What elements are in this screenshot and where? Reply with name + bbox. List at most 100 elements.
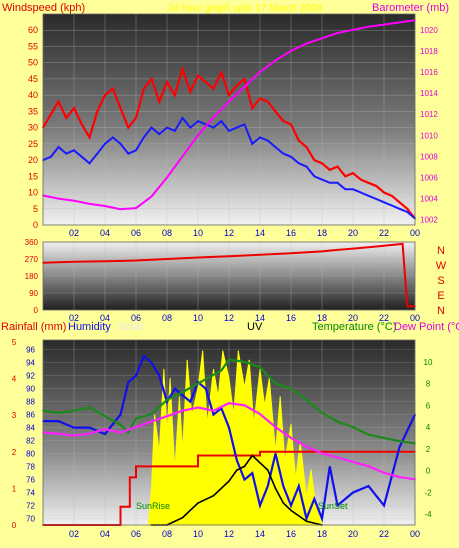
temp-y-tick-2: 2 <box>426 445 431 454</box>
bot-x-tick-12: 12 <box>224 529 234 539</box>
point-humidity-20 <box>235 459 238 461</box>
point-gust-29 <box>266 100 269 103</box>
temp-y-tick-4: 4 <box>426 423 431 432</box>
point-wind-direction-5 <box>197 256 199 259</box>
point-average-8 <box>104 143 106 145</box>
point-dew-point-21 <box>367 465 370 468</box>
point-gust-41 <box>359 178 362 181</box>
point-average-31 <box>282 152 285 155</box>
point-gust-40 <box>352 172 354 174</box>
point-barometer-13 <box>243 85 246 88</box>
point-temperature-21 <box>336 420 339 423</box>
point-gust-1 <box>49 113 52 116</box>
point-barometer-10 <box>197 134 199 137</box>
bot-x-tick-06: 06 <box>131 529 141 539</box>
point-gust-43 <box>375 185 378 187</box>
point-humidity-35 <box>367 485 370 487</box>
point-solar-25 <box>264 405 266 407</box>
point-barometer-14 <box>259 71 261 73</box>
point-humidity-22 <box>251 472 254 474</box>
point-gust-15 <box>158 100 161 103</box>
point-gust-20 <box>197 74 199 77</box>
point-temperature-18 <box>290 388 292 390</box>
point-humidity-33 <box>336 504 339 507</box>
point-humidity-26 <box>282 485 285 487</box>
point-solar-3 <box>158 451 160 453</box>
point-gust-31 <box>282 120 285 122</box>
point-dew-point-12 <box>228 402 230 404</box>
point-solar-18 <box>228 378 230 380</box>
point-average-4 <box>73 149 75 152</box>
bot-x-tick-02: 02 <box>69 529 79 539</box>
top-x-tick-18: 18 <box>317 228 327 238</box>
baro-y-tick-1004: 1004 <box>420 195 438 204</box>
dir-y-tick-270: 270 <box>25 255 39 264</box>
point-dew-point-17 <box>305 445 308 448</box>
baro-y-tick-1008: 1008 <box>420 152 438 161</box>
point-average-19 <box>189 126 192 129</box>
baro-y-tick-1018: 1018 <box>420 47 438 56</box>
solar-axis-title: Solar <box>118 321 144 333</box>
point-gust-45 <box>390 194 393 197</box>
point-average-5 <box>80 156 83 158</box>
point-solar-31 <box>295 478 297 480</box>
point-dew-point-2 <box>73 434 75 437</box>
point-temperature-20 <box>321 412 323 414</box>
point-uv-3 <box>197 502 199 504</box>
panel-border-0 <box>42 13 416 226</box>
baro-y-tick-1012: 1012 <box>420 110 438 119</box>
rain-y-tick-0: 0 <box>12 521 17 530</box>
point-wind-direction-13 <box>401 243 404 245</box>
point-humidity-27 <box>290 504 292 507</box>
point-uv-11 <box>274 487 277 490</box>
point-humidity-5 <box>119 413 122 416</box>
point-humidity-34 <box>352 491 354 494</box>
point-average-26 <box>243 123 246 126</box>
point-rainfall-12 <box>274 451 277 453</box>
point-average-35 <box>313 175 316 178</box>
point-rainfall-3 <box>129 476 131 479</box>
point-average-27 <box>251 143 254 145</box>
point-uv-4 <box>212 494 215 497</box>
point-rainfall-5 <box>150 465 153 468</box>
dir-x-tick-14: 14 <box>255 313 265 323</box>
rainfall-axis-title: Rainfall (mm) <box>1 321 66 333</box>
top-x-tick-08: 08 <box>162 228 172 238</box>
point-rainfall-6 <box>169 465 171 468</box>
point-temperature-17 <box>274 382 277 385</box>
point-solar-33 <box>305 496 308 499</box>
point-solar-14 <box>206 423 208 425</box>
point-dew-point-18 <box>321 452 323 454</box>
point-average-12 <box>135 149 137 152</box>
hum-y-tick-94: 94 <box>26 359 35 368</box>
point-average-23 <box>220 120 223 122</box>
point-average-16 <box>166 126 168 129</box>
point-uv-8 <box>251 454 254 457</box>
humidity-axis-title: Humidity <box>68 321 111 333</box>
point-average-39 <box>344 188 347 191</box>
bot-x-tick-16: 16 <box>286 529 296 539</box>
bot-x-tick-08: 08 <box>162 529 172 539</box>
bot-x-tick-00: 00 <box>410 529 420 539</box>
dir-x-tick-06: 06 <box>131 313 141 323</box>
point-gust-37 <box>328 169 331 171</box>
point-average-11 <box>127 152 130 155</box>
point-average-44 <box>383 201 385 204</box>
top-x-tick-02: 02 <box>69 228 79 238</box>
point-dew-point-16 <box>290 437 292 439</box>
top-x-tick-22: 22 <box>379 228 389 238</box>
point-humidity-16 <box>204 387 207 390</box>
point-humidity-4 <box>104 433 106 435</box>
point-average-2 <box>57 146 60 148</box>
point-average-46 <box>398 207 401 210</box>
point-uv-5 <box>228 480 230 482</box>
point-humidity-10 <box>158 374 161 377</box>
point-gust-8 <box>104 94 106 96</box>
point-average-18 <box>181 117 184 119</box>
point-gust-39 <box>344 175 347 178</box>
point-solar-17 <box>222 350 224 352</box>
point-uv-9 <box>259 461 261 464</box>
hum-y-tick-84: 84 <box>26 424 35 433</box>
point-wind-direction-14 <box>406 305 409 308</box>
wind-y-tick-0: 0 <box>33 220 38 230</box>
